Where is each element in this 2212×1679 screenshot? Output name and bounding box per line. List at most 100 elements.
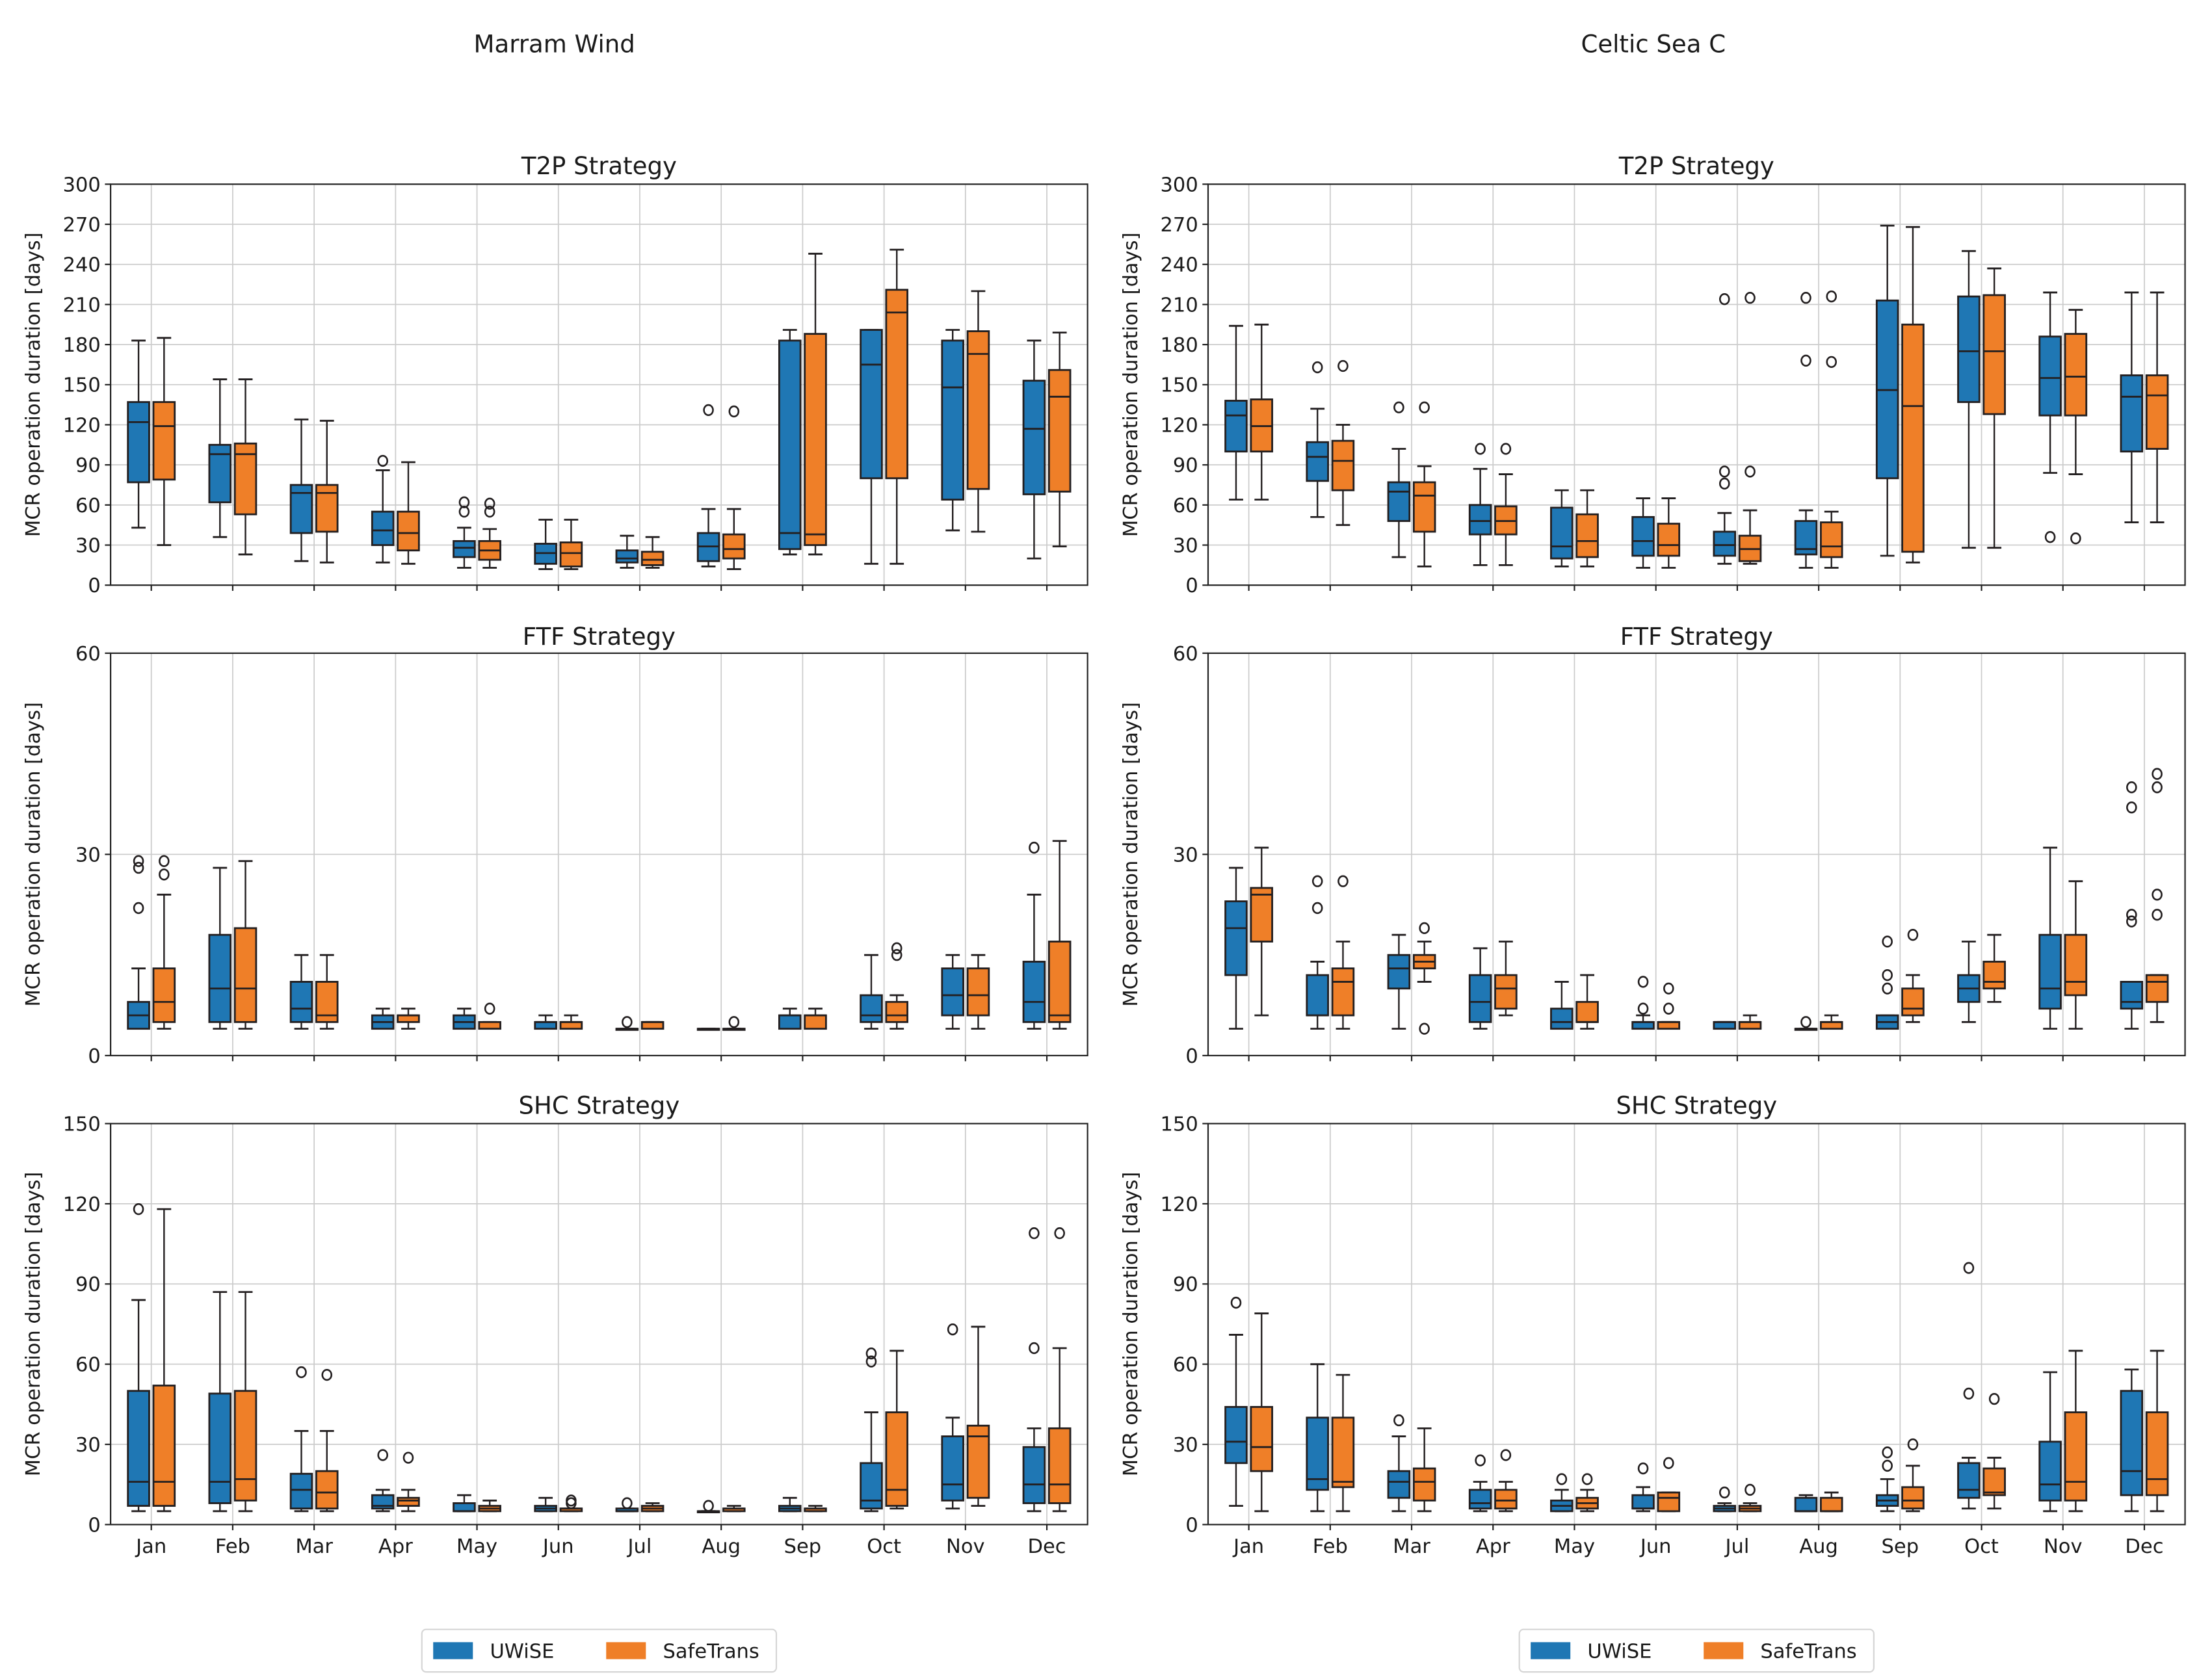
outlier-point — [703, 404, 714, 417]
box-iqr — [397, 1014, 420, 1023]
box-iqr — [941, 1435, 964, 1502]
x-tick-label: Nov — [946, 1535, 985, 1558]
boxplot-sep — [1901, 1438, 1925, 1513]
boxplot-jun — [1657, 1457, 1681, 1513]
outlier-point — [1393, 401, 1404, 413]
box-iqr — [1494, 1489, 1518, 1510]
y-tick-label: 120 — [63, 414, 101, 437]
x-tick-label: Oct — [1964, 1535, 1999, 1558]
panel-title: FTF Strategy — [1620, 623, 1773, 651]
y-tick-label: 0 — [88, 1045, 100, 1068]
y-tick-label: 30 — [75, 1434, 101, 1457]
box-iqr — [860, 1462, 883, 1510]
boxplot-apr — [1494, 1449, 1518, 1513]
legend-label: UWiSE — [1587, 1640, 1652, 1663]
outlier-point — [1882, 1446, 1893, 1459]
y-tick-label: 60 — [75, 643, 101, 666]
boxplot-sep — [778, 1496, 802, 1513]
boxplot-feb — [1306, 1363, 1329, 1513]
boxplot-jul — [640, 1502, 665, 1513]
y-tick-label: 90 — [75, 454, 101, 477]
box-iqr — [127, 401, 150, 484]
outlier-point — [2152, 909, 2163, 921]
boxplot-feb — [1331, 875, 1355, 1030]
box-iqr — [233, 927, 257, 1023]
axes-frame — [1207, 1123, 2186, 1526]
outlier-point — [1419, 1022, 1430, 1035]
series-safetrans — [1250, 768, 2169, 1035]
panel-title: T2P Strategy — [1618, 152, 1774, 180]
outlier-point — [1419, 922, 1430, 935]
box-iqr — [1468, 974, 1492, 1023]
legend-swatch — [606, 1642, 646, 1659]
y-tick-label: 240 — [63, 254, 101, 277]
outlier-point — [1311, 361, 1323, 374]
boxplot-mar — [1412, 401, 1436, 567]
box-iqr — [1631, 1021, 1655, 1030]
boxplot-sep — [1901, 929, 1925, 1023]
box-iqr — [233, 1390, 257, 1502]
boxplot-jul — [640, 536, 665, 569]
box-iqr — [1901, 987, 1925, 1017]
y-tick-label: 180 — [1160, 334, 1198, 357]
box-iqr — [615, 549, 639, 564]
box-iqr — [233, 442, 257, 515]
y-tick-label: 90 — [1173, 1273, 1198, 1296]
boxplot-oct — [1957, 250, 1981, 549]
boxplot-jun — [1657, 982, 1681, 1030]
box-iqr — [152, 1385, 176, 1507]
boxplot-jan — [127, 855, 150, 1030]
outlier-point — [703, 1500, 714, 1512]
box-iqr — [1713, 1021, 1737, 1030]
outlier-point — [1500, 443, 1512, 455]
boxplot-jan — [127, 339, 150, 529]
box-iqr — [885, 1411, 909, 1507]
boxplot-nov — [941, 1323, 964, 1510]
y-tick-label: 30 — [75, 844, 101, 866]
outlier-point — [2126, 781, 2137, 794]
boxplot-nov — [941, 954, 964, 1030]
outlier-point — [1637, 1462, 1649, 1475]
outlier-point — [1663, 1457, 1674, 1469]
y-tick-label: 210 — [1160, 294, 1198, 317]
boxplot-sep — [1901, 226, 1925, 564]
box-iqr — [722, 533, 746, 560]
outlier-point — [1882, 935, 1893, 948]
legend-label: SafeTrans — [1760, 1640, 1856, 1663]
boxplot-oct — [1957, 1262, 1981, 1510]
box-iqr — [1819, 1021, 1843, 1030]
y-tick-label: 300 — [1160, 174, 1198, 196]
site-title-marram-wind: Marram Wind — [474, 31, 635, 59]
box-iqr — [1657, 1021, 1681, 1030]
boxplot-sep — [778, 1008, 802, 1030]
panel-title: T2P Strategy — [521, 152, 677, 180]
legend-frame — [421, 1628, 778, 1673]
boxplot-may — [453, 1008, 476, 1030]
panel-shc: SHC Strategy 0 30 60 90 120 150 Jan Feb Mar Apr May… — [22, 1091, 1088, 1558]
outlier-point — [2044, 531, 2056, 543]
box-iqr — [152, 967, 176, 1023]
boxplot-may — [1550, 489, 1573, 567]
outlier-point — [1029, 1227, 1040, 1240]
panel-title: SHC Strategy — [518, 1091, 679, 1119]
outlier-point — [1663, 982, 1674, 995]
legend-entry-safetrans: SafeTrans — [606, 1640, 759, 1663]
outlier-point — [566, 1494, 577, 1507]
box-iqr — [1738, 1021, 1762, 1030]
box-iqr — [778, 339, 802, 551]
outlier-point — [1907, 929, 1919, 941]
box-iqr — [1901, 323, 1925, 553]
outlier-point — [458, 496, 470, 508]
boxplot-mar — [289, 418, 313, 562]
boxplot-jun — [559, 1494, 583, 1513]
boxplot-apr — [397, 1008, 420, 1030]
box-iqr — [1550, 1008, 1573, 1030]
box-iqr — [804, 1014, 827, 1030]
box-iqr — [2145, 374, 2169, 450]
outlier-point — [1637, 1002, 1649, 1015]
box-iqr — [860, 994, 883, 1023]
box-iqr — [860, 329, 883, 480]
outlier-point — [1029, 1342, 1040, 1355]
boxplot-aug — [722, 1016, 746, 1031]
boxplot-oct — [885, 1349, 909, 1510]
